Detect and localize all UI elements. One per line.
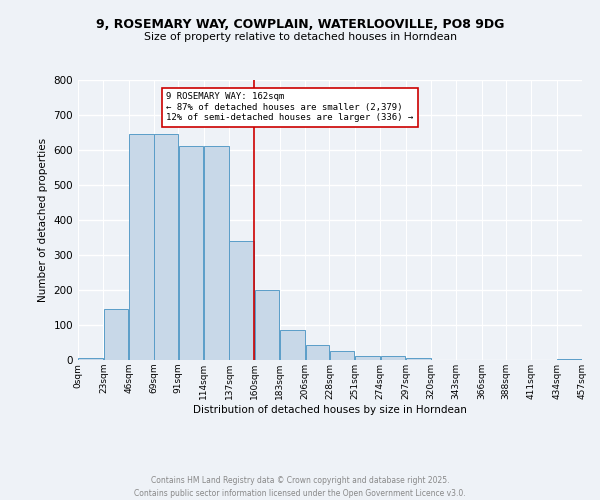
- Bar: [355, 356, 380, 360]
- Text: 9, ROSEMARY WAY, COWPLAIN, WATERLOOVILLE, PO8 9DG: 9, ROSEMARY WAY, COWPLAIN, WATERLOOVILLE…: [96, 18, 504, 30]
- Bar: [79, 358, 103, 360]
- Bar: [380, 356, 405, 360]
- X-axis label: Distribution of detached houses by size in Horndean: Distribution of detached houses by size …: [193, 404, 467, 414]
- Bar: [204, 146, 229, 360]
- Bar: [104, 309, 128, 360]
- Bar: [154, 134, 178, 360]
- Text: 9 ROSEMARY WAY: 162sqm
← 87% of detached houses are smaller (2,379)
12% of semi-: 9 ROSEMARY WAY: 162sqm ← 87% of detached…: [166, 92, 413, 122]
- Y-axis label: Number of detached properties: Number of detached properties: [38, 138, 48, 302]
- Bar: [179, 146, 203, 360]
- Bar: [406, 358, 431, 360]
- Text: Size of property relative to detached houses in Horndean: Size of property relative to detached ho…: [143, 32, 457, 42]
- Bar: [280, 330, 305, 360]
- Bar: [330, 351, 355, 360]
- Bar: [305, 346, 329, 360]
- Bar: [229, 241, 254, 360]
- Text: Contains HM Land Registry data © Crown copyright and database right 2025.
Contai: Contains HM Land Registry data © Crown c…: [134, 476, 466, 498]
- Bar: [255, 290, 280, 360]
- Bar: [129, 134, 154, 360]
